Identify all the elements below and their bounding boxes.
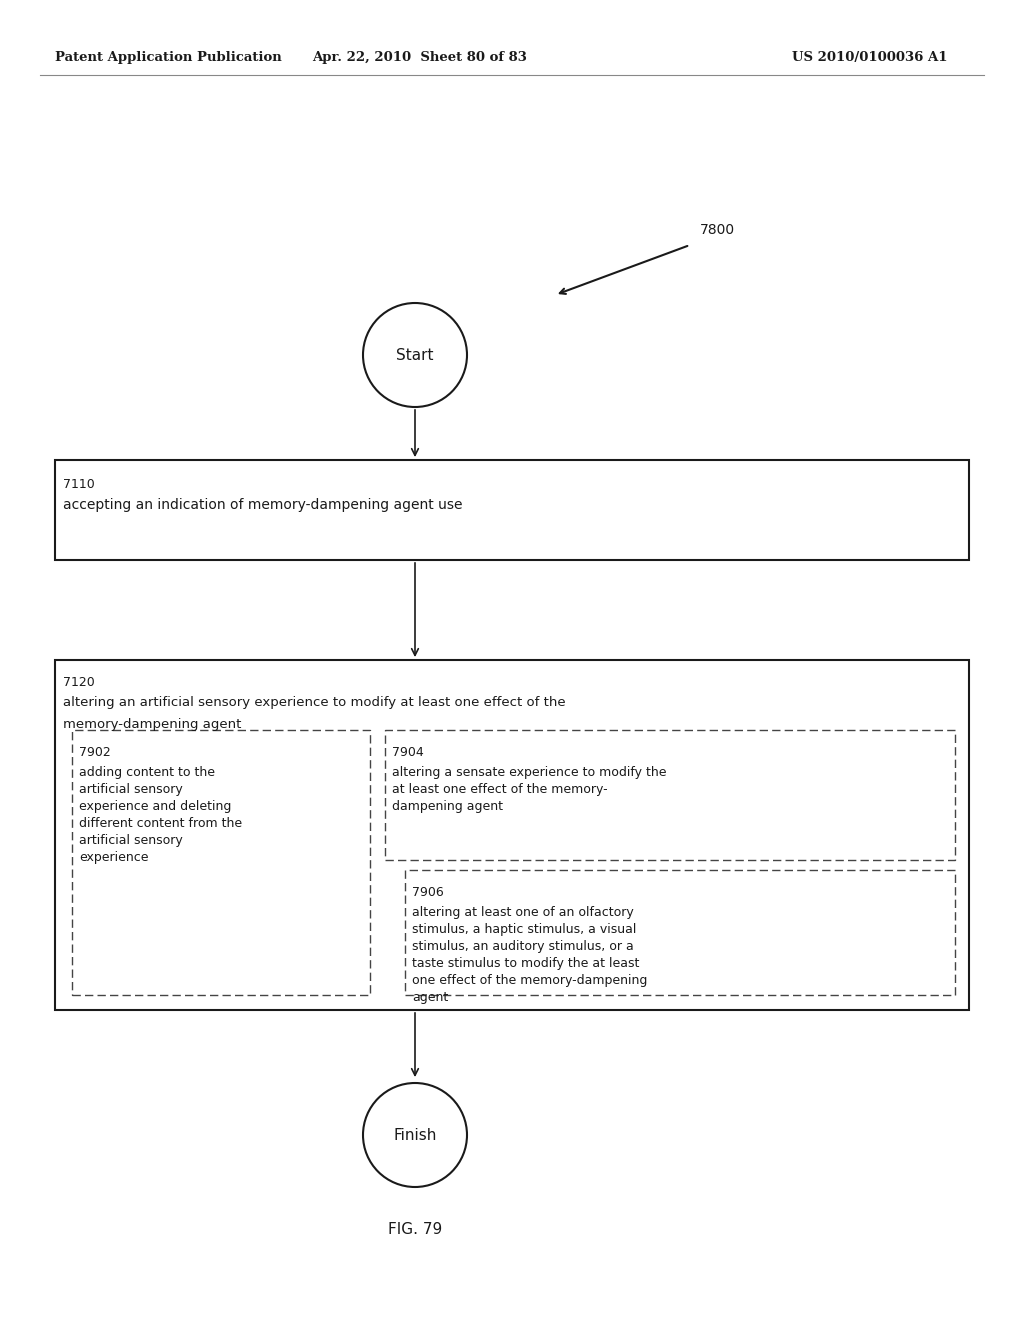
Text: accepting an indication of memory-dampening agent use: accepting an indication of memory-dampen… — [63, 498, 463, 512]
Text: 7902: 7902 — [79, 746, 111, 759]
FancyBboxPatch shape — [406, 870, 955, 995]
Text: 7110: 7110 — [63, 478, 95, 491]
Text: FIG. 79: FIG. 79 — [388, 1222, 442, 1238]
Text: 7904: 7904 — [392, 746, 424, 759]
FancyBboxPatch shape — [55, 459, 969, 560]
Text: adding content to the
artificial sensory
experience and deleting
different conte: adding content to the artificial sensory… — [79, 766, 242, 865]
FancyBboxPatch shape — [55, 660, 969, 1010]
Text: altering an artificial sensory experience to modify at least one effect of the: altering an artificial sensory experienc… — [63, 696, 565, 709]
Text: 7800: 7800 — [700, 223, 735, 238]
FancyBboxPatch shape — [72, 730, 370, 995]
Text: Apr. 22, 2010  Sheet 80 of 83: Apr. 22, 2010 Sheet 80 of 83 — [312, 51, 527, 65]
Text: Start: Start — [396, 347, 434, 363]
Text: Finish: Finish — [393, 1127, 436, 1143]
Text: 7906: 7906 — [412, 886, 443, 899]
Text: US 2010/0100036 A1: US 2010/0100036 A1 — [793, 51, 948, 65]
Text: memory-dampening agent: memory-dampening agent — [63, 718, 242, 731]
Text: altering at least one of an olfactory
stimulus, a haptic stimulus, a visual
stim: altering at least one of an olfactory st… — [412, 906, 647, 1005]
FancyBboxPatch shape — [385, 730, 955, 861]
Text: 7120: 7120 — [63, 676, 95, 689]
Text: Patent Application Publication: Patent Application Publication — [55, 51, 282, 65]
Text: altering a sensate experience to modify the
at least one effect of the memory-
d: altering a sensate experience to modify … — [392, 766, 667, 813]
